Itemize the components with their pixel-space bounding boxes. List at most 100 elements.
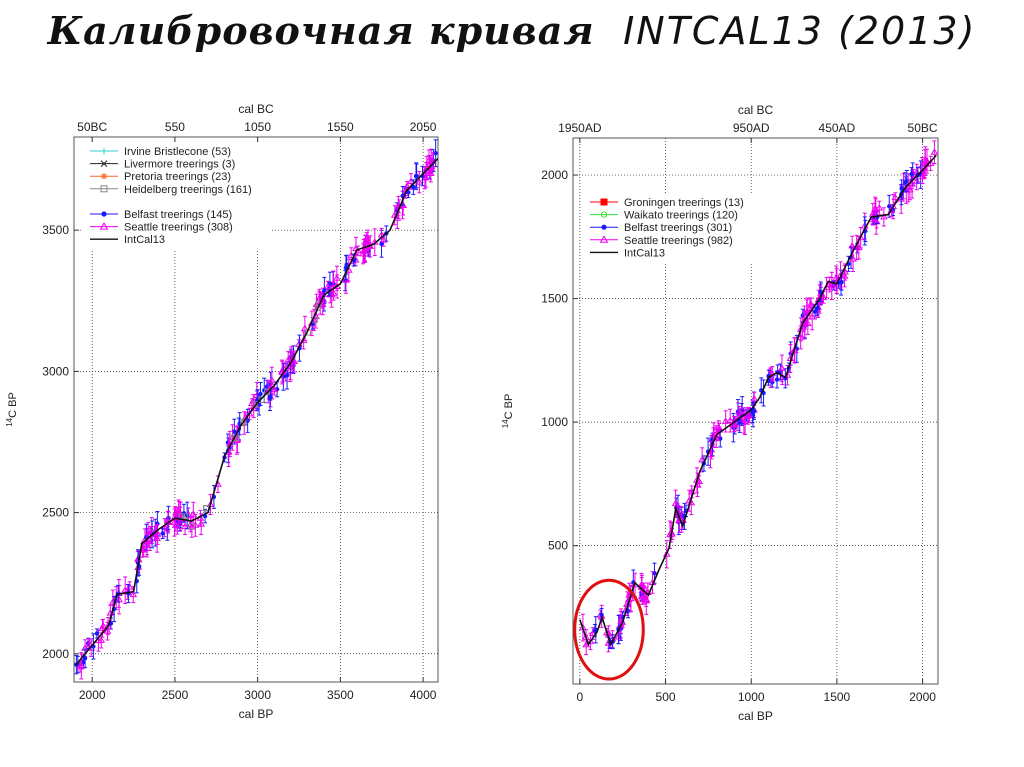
top-tick-label: 1550 [327,120,354,134]
legend-label: Waikato treerings (120) [624,210,738,222]
data-point [240,418,247,425]
legend-label: Belfast treerings (145) [124,209,232,221]
data-point [918,172,927,180]
data-point [909,171,914,177]
data-point [840,272,849,279]
y-axis-label: 14C BP [5,392,19,427]
data-point [312,300,321,308]
legend-marker [100,160,108,167]
data-point [815,305,820,311]
data-point [249,404,258,412]
data-point [808,312,817,320]
x-tick-label: 2500 [162,688,189,702]
data-point [745,410,753,418]
data-point [737,419,742,424]
x-tick-label: 500 [656,690,676,704]
data-point [706,450,715,458]
data-point [695,477,704,484]
legend-marker [101,173,107,180]
x-tick-label: 1000 [738,690,765,704]
data-point [160,523,169,531]
data-point [85,639,94,647]
data-point [848,241,857,249]
legend: Groningen treerings (13)Waikato treering… [582,194,774,263]
data-point [721,417,730,424]
data-point [433,151,438,156]
chart-1: 2000 2500 3000 3500 4000 2000 2500 3000 3500 50BC… [5,102,439,721]
data-point [323,282,332,290]
y-tick-label: 1500 [541,292,568,306]
data-point [403,182,411,189]
data-point [923,157,931,164]
data-point [143,541,151,548]
plot-area [74,139,438,680]
data-point [904,183,913,191]
legend-marker [600,198,608,206]
data-point [726,416,735,424]
top-tick-label: 1050 [244,120,271,134]
data-point [315,294,324,301]
data-point [274,387,280,392]
x-axis-label: cal BP [239,707,274,721]
data-point [379,241,384,246]
highlight-ellipse [573,578,645,681]
data-point [181,522,189,530]
y-tick-label: 500 [548,539,568,553]
data-point [849,255,857,262]
data-point [322,288,327,293]
data-point [827,281,836,289]
top-axis-label: cal BC [238,102,274,116]
data-point [415,178,424,185]
y-tick-label: 3500 [42,223,69,237]
data-point [875,204,884,211]
data-point [406,190,411,195]
data-point [750,395,759,402]
data-point [887,206,896,214]
y-tick-label: 2500 [42,506,69,520]
data-point [802,308,811,315]
data-point [709,431,718,438]
data-point [714,423,723,430]
top-tick-label: 950AD [733,121,770,135]
data-point [411,184,416,190]
chart-2: 0 500 1000 1500 2000 500 1000 1500 2000 1950AD 950… [501,103,939,723]
y-axis-label: 14C BP [501,394,515,429]
x-tick-label: 1500 [824,690,851,704]
data-point [586,637,595,644]
data-point [121,586,130,593]
legend-label: Livermore treerings (3) [124,159,235,171]
legend-label: Seattle treerings (308) [124,222,233,234]
x-tick-label: 0 [577,690,584,704]
legend-marker [599,235,609,243]
legend-marker [100,185,108,193]
data-point [887,204,892,209]
data-point [264,388,271,395]
legend-label: Belfast treerings (301) [624,222,732,234]
y-tick-label: 2000 [541,168,568,182]
data-point [908,180,916,187]
data-point [97,636,106,643]
data-point [899,186,904,191]
x-axis-label: cal BP [738,709,773,723]
legend-marker [101,148,107,154]
data-point [172,508,180,516]
data-point [796,333,805,340]
legend-label: Heidelberg treerings (161) [124,184,252,196]
data-point [902,180,908,185]
data-point [153,534,162,541]
data-point [807,300,815,307]
intcal-curve [75,157,438,666]
data-point [232,429,237,434]
data-point [599,612,604,617]
x-tick-label: 2000 [909,690,936,704]
data-point [182,513,189,520]
data-point [671,499,680,507]
data-point [284,356,293,363]
x-tick-label: 3000 [244,688,271,702]
top-tick-label: 1950AD [558,121,602,135]
data-point [82,656,88,661]
legend-marker [601,224,607,230]
data-point [891,193,900,201]
data-point [347,251,356,259]
data-point [735,408,744,415]
